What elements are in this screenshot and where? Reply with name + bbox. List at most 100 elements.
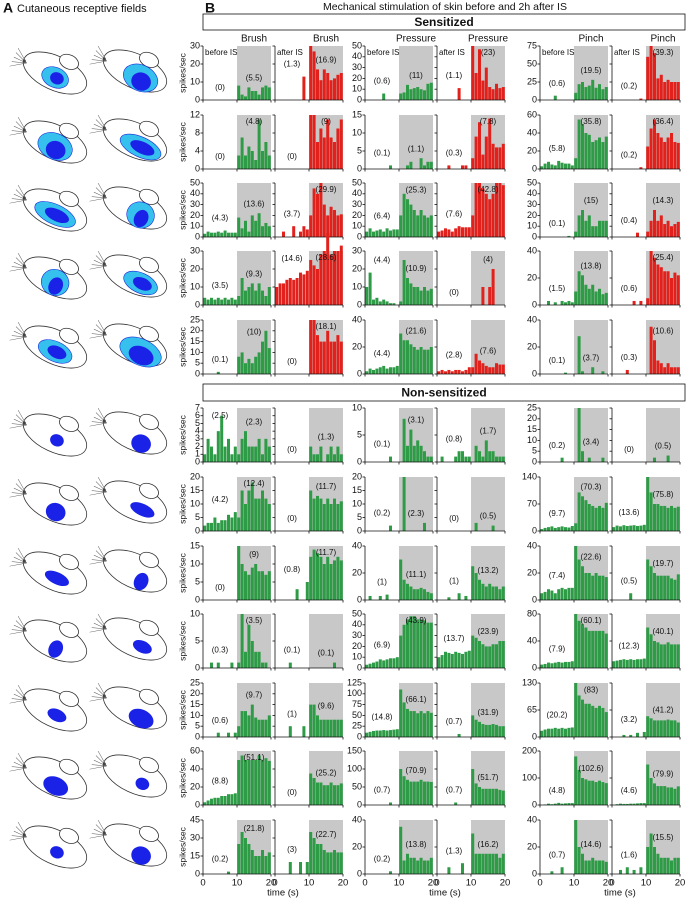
histogram-bar (305, 270, 309, 305)
stimulus-shade (471, 477, 505, 531)
y-tick-label: 80 (527, 608, 537, 618)
mean-label: (14.8) (372, 712, 393, 721)
histogram-bar (604, 87, 608, 100)
histogram-bar (604, 220, 608, 237)
histogram-bar (553, 302, 557, 305)
field-inner (130, 502, 155, 518)
mean-label: (3.2) (621, 715, 638, 724)
mouse-drawing (89, 545, 168, 593)
y-tick-label: 0 (357, 594, 362, 604)
whisker (91, 696, 107, 699)
field-inner (43, 776, 69, 796)
histogram-bar (550, 871, 554, 874)
histogram-bar (336, 852, 340, 874)
histogram-bar (250, 151, 254, 169)
histogram-bar (457, 733, 461, 737)
histogram-bar (423, 781, 426, 805)
mean-label: (79.9) (653, 770, 674, 779)
y-tick-label: 20 (527, 145, 537, 155)
whisker (95, 119, 107, 131)
histogram-bar (257, 352, 261, 374)
histogram-bar (227, 299, 230, 305)
histogram-bar (591, 705, 595, 737)
y-tick-label: 3 (195, 433, 200, 443)
histogram-bar (625, 525, 629, 531)
mouse-drawing (89, 45, 168, 93)
whisker (9, 267, 27, 272)
histogram-bar (206, 522, 210, 531)
histogram-bar (540, 529, 544, 531)
histogram-bar (646, 716, 650, 737)
mean-label: (75.8) (653, 490, 674, 499)
y-tick-label: 10 (352, 84, 362, 94)
whisker (9, 699, 27, 704)
histogram-bar (649, 634, 653, 668)
whisker (91, 264, 107, 267)
histogram-bar (501, 641, 505, 668)
y-tick-label: 0 (357, 163, 362, 173)
histogram-bar (591, 226, 595, 237)
histogram-bar (240, 564, 244, 600)
histogram-bar (629, 659, 633, 668)
histogram-bar (457, 593, 461, 600)
y-tick-label: 75 (352, 699, 362, 709)
x-tick-label: 0 (434, 878, 439, 889)
histogram-bar (429, 593, 433, 600)
histogram-bar (254, 856, 258, 874)
histogram-bar (261, 151, 264, 169)
whisker (91, 196, 107, 199)
histogram-bar (636, 525, 639, 531)
histogram-bar (365, 732, 369, 737)
x-axis-label: time (s) (604, 888, 636, 898)
histogram-bar (670, 860, 673, 874)
mean-label: (23.9) (478, 627, 499, 636)
histogram-bar (488, 118, 492, 169)
histogram-bar (213, 797, 217, 805)
histogram-bar (267, 348, 271, 374)
y-tick-label: 0 (195, 94, 200, 104)
whisker (89, 765, 107, 770)
histogram-bar (591, 630, 595, 668)
histogram-bar (326, 785, 330, 805)
histogram-bar (491, 451, 495, 462)
histogram-bar (406, 445, 409, 462)
histogram-bar (547, 589, 550, 600)
mean-label: (39.3) (653, 48, 674, 57)
y-tick-label: 0 (357, 731, 362, 741)
y-tick-label: 15 (190, 336, 200, 346)
mean-label: (21.8) (244, 824, 265, 833)
histogram-bar (557, 589, 561, 600)
histogram-bar (244, 96, 247, 100)
whisker (93, 259, 107, 267)
whisker (89, 265, 107, 270)
histogram-bar (399, 215, 403, 237)
histogram-bar (676, 367, 680, 374)
histogram-bar (278, 283, 282, 305)
y-tick-label: 75 (527, 40, 537, 50)
mean-label: (25.3) (406, 185, 427, 194)
mouse-ear (139, 756, 159, 773)
mean-label: (6.4) (374, 211, 391, 220)
histogram-bar (478, 451, 481, 462)
histogram-bar (601, 294, 605, 305)
histogram-bar (601, 220, 605, 237)
histogram-bar (543, 663, 547, 668)
mean-label: (4.4) (374, 256, 391, 265)
histogram-bar (676, 644, 680, 668)
histogram-bar (213, 517, 217, 531)
phase-label: after IS (277, 48, 303, 57)
mouse-ear (139, 256, 159, 273)
y-tick-label: 0 (195, 163, 200, 173)
whisker (17, 321, 27, 338)
histogram-bar (389, 165, 392, 169)
histogram-bar (333, 785, 336, 805)
histogram-bar (233, 446, 237, 462)
histogram-bar (233, 793, 237, 805)
histogram-bar (227, 232, 230, 237)
histogram-bar (484, 440, 488, 462)
whisker (95, 687, 107, 699)
histogram-bar (254, 498, 258, 531)
histogram-bar (550, 590, 554, 600)
histogram-bar (550, 164, 554, 169)
histogram-bar (673, 272, 677, 305)
